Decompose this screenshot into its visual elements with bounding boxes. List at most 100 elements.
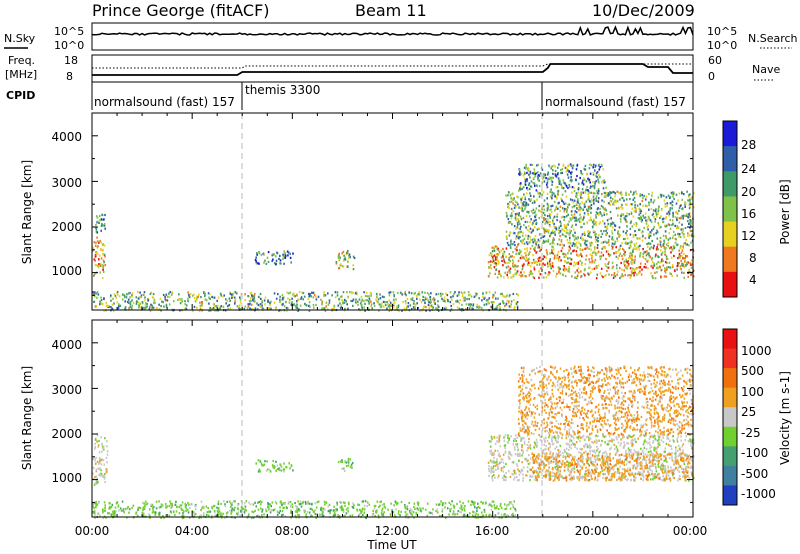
heatmap-cell	[624, 218, 627, 221]
heatmap-cell	[323, 500, 326, 503]
heatmap-cell	[166, 299, 169, 302]
heatmap-cell	[509, 201, 511, 204]
heatmap-cell	[377, 301, 379, 304]
heatmap-cell	[443, 307, 446, 310]
heatmap-cell	[300, 502, 302, 505]
heatmap-cell	[405, 505, 408, 508]
heatmap-cell	[594, 165, 597, 168]
heatmap-cell	[101, 446, 104, 449]
heatmap-cell	[188, 503, 190, 506]
heatmap-cell	[596, 212, 599, 215]
heatmap-cell	[595, 195, 598, 198]
heatmap-cell	[519, 215, 522, 218]
heatmap-cell	[260, 501, 263, 504]
heatmap-cell	[521, 207, 523, 210]
heatmap-cell	[193, 512, 195, 515]
heatmap-cell	[583, 273, 585, 276]
heatmap-cell	[295, 306, 298, 309]
heatmap-cell	[543, 208, 545, 211]
heatmap-cell	[278, 468, 281, 472]
heatmap-cell	[534, 215, 536, 218]
heatmap-cell	[204, 292, 206, 295]
heatmap-cell	[487, 461, 490, 464]
heatmap-cell	[639, 244, 641, 247]
heatmap-cell	[605, 250, 608, 253]
heatmap-cell	[546, 221, 549, 224]
heatmap-cell	[587, 195, 590, 198]
heatmap-cell	[594, 233, 596, 236]
heatmap-cell	[635, 222, 638, 225]
heatmap-cell	[665, 215, 668, 218]
heatmap-cell	[560, 259, 562, 262]
heatmap-cell	[517, 217, 519, 221]
heatmap-cell	[542, 262, 544, 265]
heatmap-cell	[534, 246, 536, 249]
heatmap-cell	[620, 196, 623, 199]
power-cbar-tick-12: 12	[741, 229, 756, 243]
heatmap-cell	[100, 265, 103, 268]
heatmap-cell	[642, 204, 644, 207]
heatmap-cell	[113, 293, 116, 296]
heatmap-cell	[575, 223, 577, 226]
heatmap-cell	[621, 273, 623, 276]
heatmap-cell	[275, 297, 278, 300]
heatmap-cell	[677, 226, 680, 229]
heatmap-cell	[551, 440, 553, 443]
heatmap-cell	[658, 240, 661, 243]
heatmap-cell	[406, 513, 409, 516]
heatmap-cell	[681, 223, 683, 226]
heatmap-cell	[521, 234, 524, 237]
heatmap-cell	[435, 503, 438, 506]
heatmap-cell	[589, 271, 592, 274]
heatmap-cell	[458, 291, 460, 294]
heatmap-cell	[558, 259, 560, 262]
heatmap-cell	[572, 467, 574, 470]
heatmap-cell	[228, 297, 231, 300]
heatmap-cell	[609, 439, 611, 443]
heatmap-cell	[656, 474, 658, 477]
heatmap-cell	[503, 260, 506, 263]
heatmap-cell	[233, 500, 235, 503]
heatmap-cell	[677, 479, 679, 482]
heatmap-cell	[288, 298, 291, 301]
heatmap-cell	[566, 211, 568, 214]
heatmap-cell	[602, 473, 604, 476]
heatmap-cell	[516, 195, 518, 198]
heatmap-cell	[550, 167, 553, 170]
heatmap-cell	[502, 478, 505, 481]
heatmap-cell	[205, 505, 208, 508]
heatmap-cell	[138, 306, 140, 309]
heatmap-cell	[529, 247, 532, 250]
heatmap-cell	[492, 296, 494, 299]
heatmap-cell	[579, 451, 582, 454]
heatmap-cell	[104, 509, 106, 512]
heatmap-cell	[496, 463, 498, 466]
heatmap-cell	[604, 240, 607, 243]
heatmap-cell	[430, 300, 432, 304]
heatmap-cell	[654, 473, 656, 476]
heatmap-cell	[688, 438, 691, 441]
heatmap-cell	[650, 207, 653, 211]
heatmap-cell	[482, 514, 485, 517]
heatmap-cell	[102, 475, 104, 478]
heatmap-cell	[628, 246, 631, 250]
heatmap-cell	[456, 294, 459, 297]
heatmap-cell	[605, 452, 608, 456]
heatmap-cell	[234, 300, 236, 303]
heatmap-cell	[595, 197, 597, 200]
heatmap-cell	[579, 193, 582, 196]
heatmap-cell	[261, 300, 263, 303]
heatmap-cell	[579, 259, 582, 263]
heatmap-cell	[105, 456, 108, 460]
heatmap-cell	[525, 203, 527, 206]
heatmap-cell	[652, 478, 654, 481]
heatmap-cell	[526, 220, 529, 224]
heatmap-cell	[490, 471, 492, 474]
heatmap-cell	[603, 195, 606, 198]
heatmap-cell	[493, 294, 495, 297]
heatmap-cell	[255, 505, 258, 508]
heatmap-cell	[545, 249, 548, 252]
heatmap-cell	[631, 471, 633, 474]
heatmap-cell	[460, 291, 463, 294]
heatmap-cell	[583, 247, 586, 250]
